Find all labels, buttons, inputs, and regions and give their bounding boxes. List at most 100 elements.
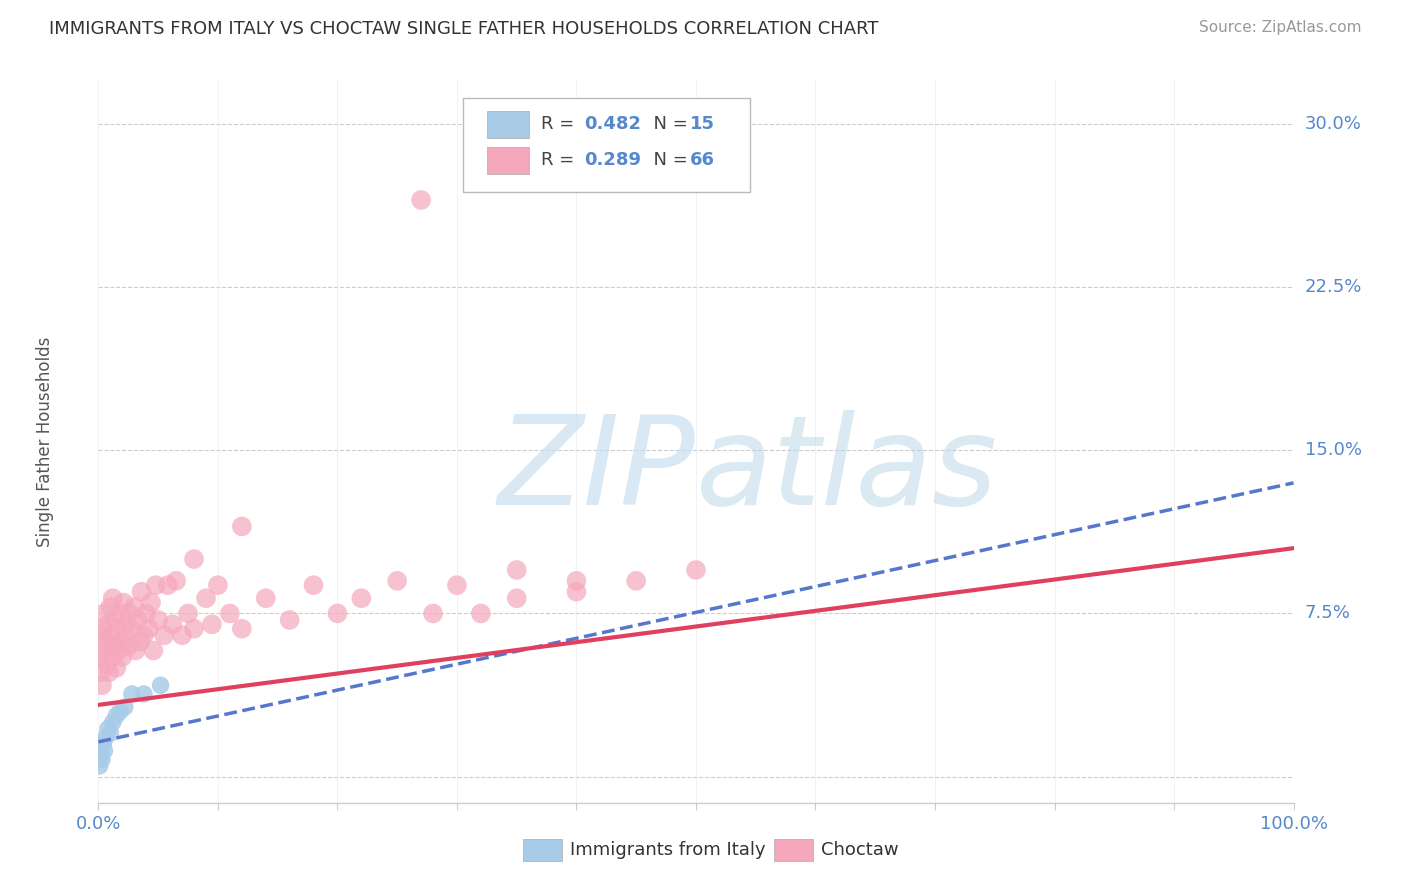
Point bbox=[326, 607, 349, 621]
Point bbox=[91, 678, 114, 692]
Point bbox=[89, 759, 111, 773]
Text: N =: N = bbox=[643, 152, 693, 169]
Point bbox=[132, 687, 155, 701]
Point bbox=[565, 584, 588, 599]
Point bbox=[207, 578, 229, 592]
Point bbox=[626, 574, 648, 588]
Point bbox=[114, 700, 136, 714]
Point bbox=[98, 599, 122, 614]
Point bbox=[231, 519, 253, 533]
Point bbox=[127, 613, 149, 627]
Point bbox=[112, 596, 135, 610]
Text: Immigrants from Italy: Immigrants from Italy bbox=[571, 841, 766, 859]
Point bbox=[131, 584, 153, 599]
Point bbox=[115, 617, 138, 632]
Point bbox=[108, 705, 131, 719]
Point bbox=[96, 657, 118, 671]
Point bbox=[90, 628, 112, 642]
Text: Single Father Households: Single Father Households bbox=[35, 336, 53, 547]
Point bbox=[506, 563, 529, 577]
Point bbox=[565, 574, 588, 588]
Point bbox=[107, 643, 129, 657]
Point bbox=[121, 687, 143, 701]
Point bbox=[685, 563, 707, 577]
Point bbox=[470, 607, 492, 621]
Point bbox=[165, 574, 187, 588]
Point bbox=[108, 607, 131, 621]
Text: atlas: atlas bbox=[696, 410, 998, 531]
Point bbox=[195, 591, 218, 606]
Point bbox=[385, 574, 409, 588]
FancyBboxPatch shape bbox=[486, 111, 529, 138]
Point bbox=[350, 591, 373, 606]
Point bbox=[138, 622, 160, 636]
Point bbox=[124, 643, 146, 657]
Point bbox=[91, 752, 114, 766]
Text: 30.0%: 30.0% bbox=[1305, 115, 1361, 133]
Point bbox=[101, 715, 124, 730]
Point bbox=[103, 639, 125, 653]
Text: 0.482: 0.482 bbox=[583, 115, 641, 133]
Point bbox=[302, 578, 325, 592]
Point bbox=[219, 607, 242, 621]
Point bbox=[177, 607, 200, 621]
Text: ZIP: ZIP bbox=[498, 410, 696, 531]
Point bbox=[254, 591, 277, 606]
Point bbox=[97, 617, 120, 632]
FancyBboxPatch shape bbox=[463, 98, 749, 193]
Point bbox=[111, 650, 134, 665]
Point bbox=[124, 599, 146, 614]
Text: R =: R = bbox=[541, 115, 579, 133]
Point bbox=[104, 613, 127, 627]
Point bbox=[201, 617, 224, 632]
Point bbox=[105, 661, 128, 675]
Point bbox=[114, 628, 136, 642]
Point bbox=[145, 578, 167, 592]
FancyBboxPatch shape bbox=[773, 838, 813, 861]
Point bbox=[183, 622, 205, 636]
Text: N =: N = bbox=[643, 115, 693, 133]
Text: Source: ZipAtlas.com: Source: ZipAtlas.com bbox=[1198, 20, 1361, 35]
Point bbox=[117, 639, 139, 653]
Point bbox=[422, 607, 444, 621]
Point bbox=[93, 607, 115, 621]
Point bbox=[93, 743, 115, 757]
Point bbox=[110, 634, 132, 648]
Text: 22.5%: 22.5% bbox=[1305, 278, 1362, 296]
Point bbox=[91, 622, 114, 636]
Point bbox=[162, 617, 184, 632]
Point bbox=[107, 622, 129, 636]
Point bbox=[139, 596, 162, 610]
FancyBboxPatch shape bbox=[523, 838, 562, 861]
Point bbox=[278, 613, 301, 627]
Point bbox=[231, 622, 253, 636]
Point bbox=[98, 726, 122, 740]
Text: IMMIGRANTS FROM ITALY VS CHOCTAW SINGLE FATHER HOUSEHOLDS CORRELATION CHART: IMMIGRANTS FROM ITALY VS CHOCTAW SINGLE … bbox=[49, 20, 879, 37]
Text: 66: 66 bbox=[690, 152, 716, 169]
Point bbox=[506, 591, 529, 606]
Point bbox=[97, 722, 120, 736]
Point bbox=[94, 634, 117, 648]
Text: Choctaw: Choctaw bbox=[821, 841, 898, 859]
Point bbox=[411, 193, 433, 207]
Point bbox=[153, 628, 176, 642]
Point bbox=[98, 665, 121, 680]
Point bbox=[446, 578, 468, 592]
Point bbox=[90, 747, 112, 762]
Point bbox=[183, 552, 205, 566]
Point bbox=[156, 578, 179, 592]
Point bbox=[89, 650, 111, 665]
Point bbox=[101, 591, 124, 606]
Point bbox=[132, 628, 155, 642]
Point bbox=[94, 731, 117, 745]
Point bbox=[149, 678, 172, 692]
Point bbox=[129, 634, 152, 648]
Text: 15: 15 bbox=[690, 115, 716, 133]
Point bbox=[118, 607, 141, 621]
Point bbox=[148, 613, 170, 627]
FancyBboxPatch shape bbox=[486, 147, 529, 174]
Point bbox=[142, 643, 165, 657]
Point bbox=[98, 628, 122, 642]
Point bbox=[91, 737, 114, 751]
Text: 0.289: 0.289 bbox=[583, 152, 641, 169]
